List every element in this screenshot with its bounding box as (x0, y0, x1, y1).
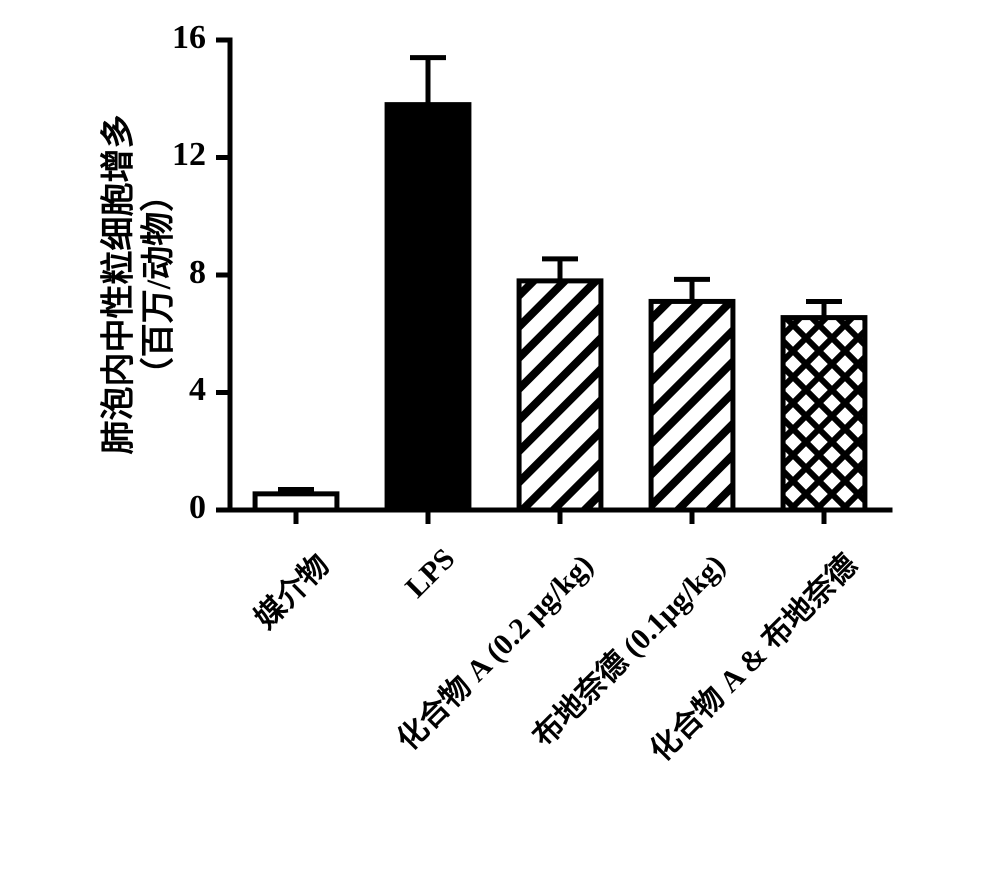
bar (519, 281, 601, 510)
bar-chart: 肺泡内中性粒细胞增多 （百万/动物） 0481216媒介物LPS化合物 A (0… (0, 0, 984, 881)
bar (783, 318, 865, 510)
y-tick-label: 16 (156, 19, 206, 57)
y-tick-label: 4 (156, 371, 206, 409)
y-tick-label: 12 (156, 136, 206, 174)
y-tick-label: 0 (156, 489, 206, 527)
bar (387, 105, 469, 510)
bar (651, 301, 733, 510)
bar (255, 494, 337, 510)
y-tick-label: 8 (156, 254, 206, 292)
